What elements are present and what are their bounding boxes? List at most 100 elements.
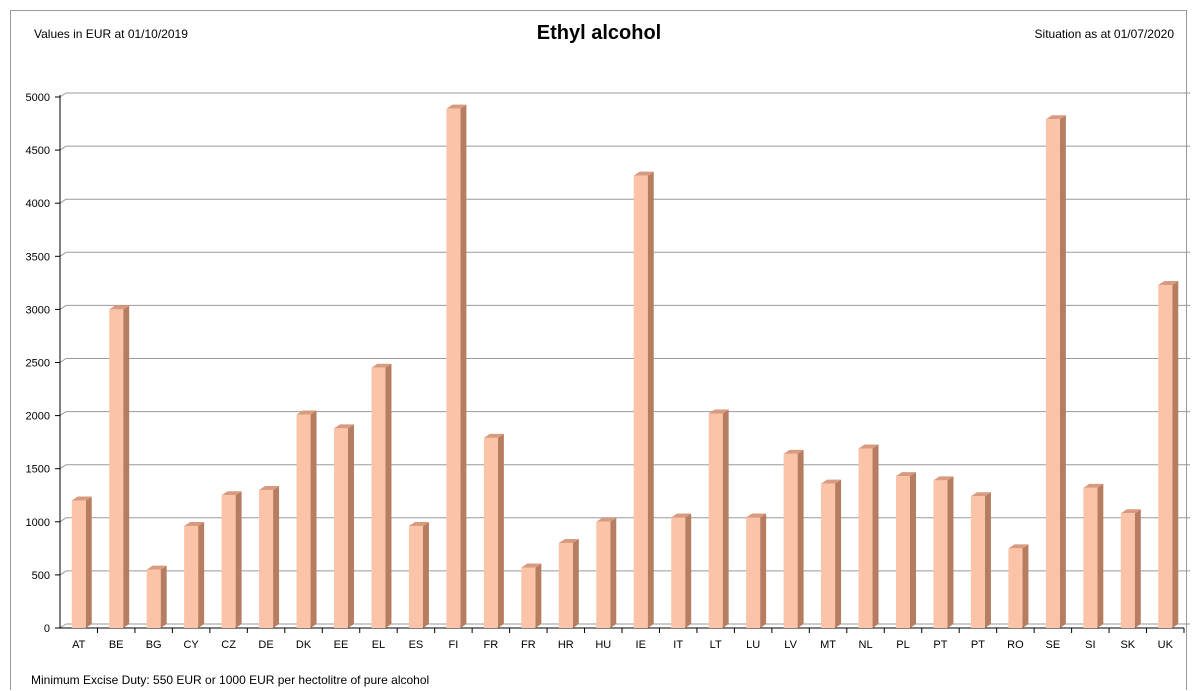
y-tick-label: 500: [32, 570, 50, 582]
bar-top: [746, 513, 767, 518]
bar-top: [596, 517, 617, 522]
gridline-depth: [59, 517, 67, 523]
bar: [334, 428, 348, 628]
bar-top: [296, 410, 317, 415]
bar: [558, 543, 573, 628]
y-tick-label: 1000: [26, 517, 50, 529]
bar: [633, 175, 648, 628]
bar-side: [310, 410, 317, 628]
x-tick-label: DE: [258, 639, 273, 651]
x-tick-label: PT: [971, 639, 985, 651]
bar-side: [1097, 483, 1104, 628]
x-tick-label: PL: [896, 639, 909, 651]
bar-top: [1083, 483, 1104, 488]
bar-top: [221, 491, 242, 496]
bar-side: [198, 522, 205, 628]
x-tick-label: AT: [72, 639, 86, 651]
gridline-depth: [59, 304, 67, 310]
x-tick-label: EL: [372, 639, 385, 651]
bar-top: [483, 433, 504, 438]
x-tick-label: CZ: [221, 639, 236, 651]
bar: [371, 367, 386, 628]
x-tick-label: MT: [820, 639, 836, 651]
bar-side: [235, 491, 242, 628]
gridline-depth: [59, 251, 67, 257]
bar: [708, 413, 723, 628]
bar-top: [184, 522, 205, 527]
x-tick-label: HR: [558, 639, 574, 651]
y-tick-label: 2000: [26, 411, 50, 423]
situation-note: Situation as at 01/07/2020: [1034, 27, 1174, 41]
bar-top: [146, 565, 167, 570]
bar-side: [385, 363, 392, 628]
bar-side: [497, 433, 504, 628]
y-tick-label: 3000: [26, 304, 50, 316]
bar-side: [872, 444, 879, 628]
bar-side: [348, 424, 354, 628]
x-tick-label: LT: [710, 639, 722, 651]
bar-side: [460, 104, 467, 628]
bar: [71, 500, 86, 628]
x-tick-label: FR: [521, 639, 536, 651]
bar: [1045, 119, 1060, 628]
bar-top: [1008, 544, 1029, 549]
bar: [1120, 513, 1135, 628]
bar: [970, 496, 985, 628]
x-tick-label: DK: [296, 639, 312, 651]
bar-side: [835, 479, 842, 628]
x-tick-label: SE: [1046, 639, 1061, 651]
bar-side: [610, 517, 617, 628]
bar-top: [334, 424, 354, 429]
y-tick-label: 2500: [26, 358, 50, 370]
x-tick-label: RO: [1007, 639, 1024, 651]
x-tick-label: IE: [636, 639, 646, 651]
x-tick-label: IT: [673, 639, 683, 651]
bar-side: [947, 476, 954, 628]
bar: [446, 108, 461, 628]
bar-top: [446, 104, 467, 109]
x-tick-label: EE: [334, 639, 349, 651]
bar-side: [160, 565, 167, 628]
bar: [259, 489, 274, 628]
y-tick-label: 3500: [26, 251, 50, 263]
bar-top: [521, 563, 542, 568]
x-tick-label: SI: [1085, 639, 1095, 651]
bar: [109, 309, 124, 628]
bar-side: [722, 409, 729, 628]
x-tick-label: ES: [409, 639, 424, 651]
bar-side: [572, 539, 579, 628]
bar-side: [1172, 280, 1179, 628]
x-tick-label: UK: [1158, 639, 1174, 651]
bar: [1008, 548, 1023, 628]
bar-side: [797, 449, 804, 628]
bar-side: [984, 492, 991, 628]
bar-top: [371, 363, 392, 368]
bar-top: [558, 539, 579, 544]
bar-side: [85, 496, 92, 628]
bar-side: [685, 513, 692, 628]
gridline-depth: [59, 570, 67, 576]
minimum-duty-footnote: Minimum Excise Duty: 550 EUR or 1000 EUR…: [31, 673, 430, 687]
bar-top: [259, 485, 280, 490]
y-tick-label: 4500: [26, 145, 50, 157]
bar: [184, 526, 199, 628]
bar: [1083, 487, 1098, 628]
x-tick-label: BG: [146, 639, 162, 651]
bar-side: [1022, 544, 1029, 628]
bar: [783, 453, 798, 628]
x-tick-label: CY: [183, 639, 199, 651]
bar: [296, 414, 311, 628]
bar-side: [910, 472, 916, 628]
x-tick-label: BE: [109, 639, 124, 651]
chart-title: Ethyl alcohol: [536, 22, 662, 44]
bar-top: [671, 513, 692, 518]
bar-side: [123, 305, 130, 628]
bar-top: [821, 479, 842, 484]
bar: [521, 567, 536, 628]
y-tick-label: 4000: [26, 198, 50, 210]
gridline-depth: [59, 358, 67, 363]
bar-top: [783, 449, 804, 454]
bar-top: [408, 522, 429, 527]
